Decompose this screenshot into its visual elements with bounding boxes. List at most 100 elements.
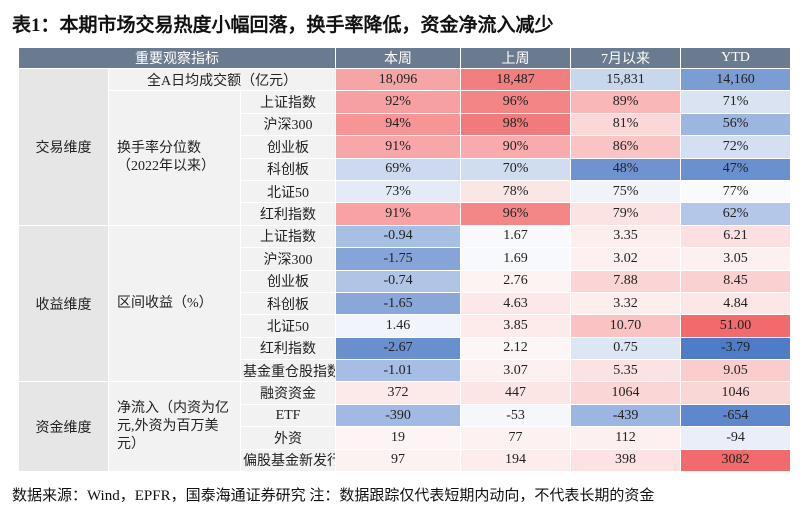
group-label: 收益维度 (18, 224, 109, 383)
value-cell: 5.35 (570, 359, 682, 383)
value-cell: 4.84 (680, 291, 792, 316)
value-cell: -0.74 (335, 269, 462, 293)
value-cell: 2.12 (460, 336, 572, 361)
value-cell: 3082 (680, 448, 792, 473)
value-cell: 3.05 (680, 247, 792, 271)
value-cell: 48% (570, 157, 682, 181)
value-cell: 77 (460, 426, 572, 450)
value-cell: 69% (335, 157, 462, 181)
footer-note: 数据来源：Wind，EPFR，国泰海通证券研究 注：数据跟踪仅代表短期内动向，不… (12, 488, 655, 504)
table-row: 红利指数 -2.67 2.12 0.75 -3.79 (19, 336, 792, 361)
row-label: 外资 (239, 426, 337, 450)
value-cell: -0.94 (335, 224, 462, 249)
table-row: 偏股基金新发行 97 194 398 3082 (19, 448, 792, 473)
row-label: 沪深300 (239, 112, 337, 137)
row-label: 上证指数 (239, 224, 337, 249)
value-cell: 70% (460, 157, 572, 181)
value-cell: 47% (680, 157, 792, 181)
table-row: 换手率分位数（2022年以来） 上证指数 92% 96% 89% 71% (19, 90, 792, 226)
table-row: 北证50 1.46 3.85 10.70 51.00 (19, 314, 792, 338)
table-row: ETF -390 -53 -439 -654 (19, 403, 792, 428)
value-cell: 77% (680, 179, 792, 204)
value-cell: 14,160 (680, 67, 792, 92)
value-cell: 62% (680, 202, 792, 226)
value-cell: -390 (335, 403, 462, 428)
header-cell: 本周 (335, 47, 462, 69)
table-row: 资金维度 净流入（内资为亿元,外资为百万美元） 融资资金 372 447 1064 1046 (18, 381, 792, 473)
value-cell: 1.67 (460, 224, 572, 249)
table-row: 创业板 -0.74 2.76 7.88 8.45 (19, 269, 792, 293)
subgroup-label: 换手率分位数（2022年以来） (108, 90, 241, 226)
table-row: 沪深300 94% 98% 81% 56% (19, 112, 792, 137)
value-cell: -1.01 (335, 359, 462, 383)
value-cell: -439 (570, 403, 682, 428)
value-cell: 3.35 (570, 224, 682, 249)
row-label: 红利指数 (239, 336, 337, 361)
table-row: 红利指数 91% 96% 79% 62% (19, 202, 792, 226)
value-cell: 90% (460, 135, 572, 159)
table-wrap: 重要观察指标 本周 上周 7月以来 YTD 交易维度 全A日均成交额（亿元） 18,096 1… (17, 47, 792, 473)
value-cell: 8.45 (680, 269, 792, 293)
value-cell: 19 (335, 426, 462, 450)
table-row: 收益维度 区间收益（%） 上证指数 -0.94 1.67 3.35 6.21 (18, 224, 792, 383)
value-cell: 2.76 (460, 269, 572, 293)
value-cell: 1.46 (335, 314, 462, 338)
row-label: 全A日均成交额（亿元） (107, 67, 337, 92)
value-cell: -3.79 (680, 336, 792, 361)
value-cell: 18,096 (335, 67, 462, 92)
table-row: 基金重仓股指数 -1.01 3.07 5.35 9.05 (19, 359, 792, 383)
table-title: 表1：本期市场交易热度小幅回落，换手率降低，资金净流入减少 (12, 15, 554, 36)
subgroup-label: 净流入（内资为亿元,外资为百万美元） (108, 381, 241, 473)
table-row: 交易维度 全A日均成交额（亿元） 18,096 18,487 15,831 14,160 (18, 67, 792, 226)
row-label: 创业板 (239, 269, 337, 293)
row-label: 科创板 (239, 291, 337, 316)
row-label: 红利指数 (239, 202, 337, 226)
value-cell: 91% (335, 135, 462, 159)
value-cell: 72% (680, 135, 792, 159)
data-table: 重要观察指标 本周 上周 7月以来 YTD 交易维度 全A日均成交额（亿元） 18,096 1… (17, 47, 792, 473)
value-cell: 7.88 (570, 269, 682, 293)
value-cell: 1046 (680, 381, 792, 405)
table-row: 外资 19 77 112 -94 (19, 426, 792, 450)
header-cell: YTD (680, 47, 792, 69)
value-cell: 372 (335, 381, 462, 405)
value-cell: 6.21 (680, 224, 792, 249)
value-cell: 1.69 (460, 247, 572, 271)
value-cell: 51.00 (680, 314, 792, 338)
value-cell: 10.70 (570, 314, 682, 338)
value-cell: 0.75 (570, 336, 682, 361)
row-label: 融资资金 (239, 381, 337, 405)
value-cell: 79% (570, 202, 682, 226)
table-row: 科创板 69% 70% 48% 47% (19, 157, 792, 181)
subgroup-label: 区间收益（%） (108, 224, 241, 383)
value-cell: 1064 (570, 381, 682, 405)
table-row: 科创板 -1.65 4.63 3.32 4.84 (19, 291, 792, 316)
value-cell: 71% (680, 90, 792, 114)
row-label: 偏股基金新发行 (239, 448, 337, 473)
value-cell: -94 (680, 426, 792, 450)
row-label: ETF (239, 403, 337, 428)
value-cell: -1.65 (335, 291, 462, 316)
row-label: 创业板 (239, 135, 337, 159)
value-cell: 96% (460, 90, 572, 114)
value-cell: 78% (460, 179, 572, 204)
value-cell: -2.67 (335, 336, 462, 361)
value-cell: 15,831 (570, 67, 682, 92)
row-label: 科创板 (239, 157, 337, 181)
table-row: 北证50 73% 78% 75% 77% (19, 179, 792, 204)
value-cell: -1.75 (335, 247, 462, 271)
value-cell: 3.02 (570, 247, 682, 271)
group-label: 资金维度 (18, 381, 109, 473)
header-cell: 重要观察指标 (17, 47, 337, 69)
value-cell: 194 (460, 448, 572, 473)
value-cell: -53 (460, 403, 572, 428)
row-label: 北证50 (239, 314, 337, 338)
row-label: 沪深300 (239, 247, 337, 271)
header-cell: 7月以来 (570, 47, 682, 69)
row-label: 基金重仓股指数 (239, 359, 337, 383)
row-label: 上证指数 (239, 90, 337, 114)
value-cell: -654 (680, 403, 792, 428)
value-cell: 94% (335, 112, 462, 137)
value-cell: 73% (335, 179, 462, 204)
